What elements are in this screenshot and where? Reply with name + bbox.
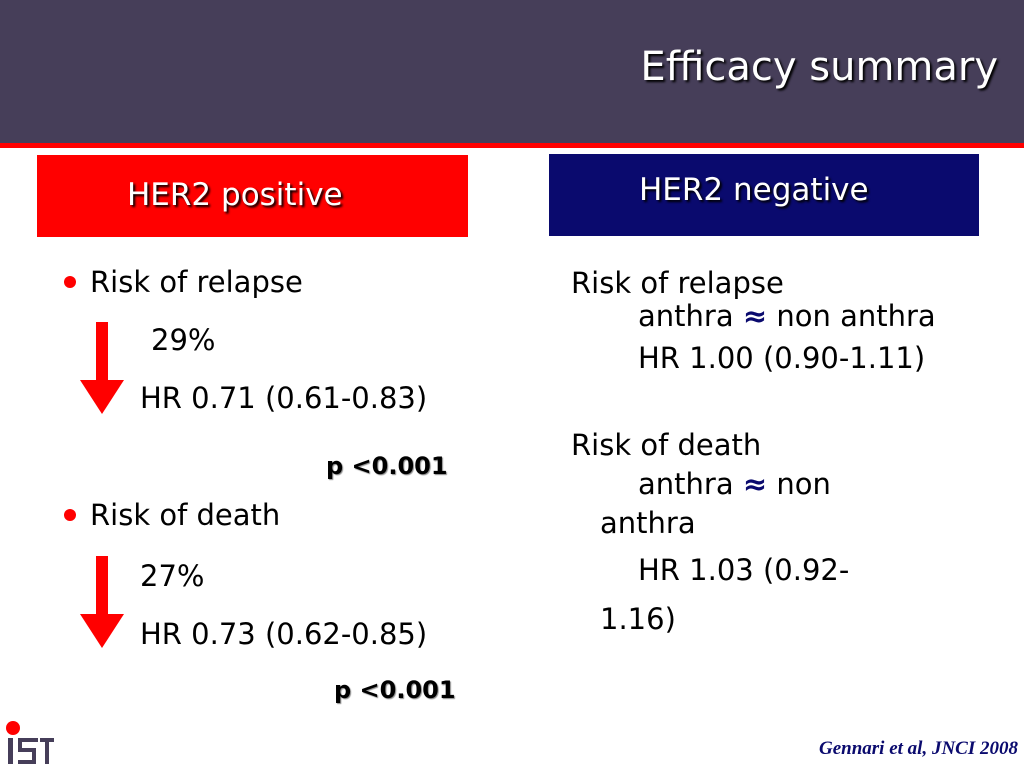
negative-relapse-comparison: anthra ≈ non anthra	[638, 302, 936, 331]
comparison-right: non anthra	[776, 299, 936, 333]
positive-death-label: Risk of death	[90, 498, 281, 532]
negative-death-hr-wrap: 1.16)	[600, 602, 676, 636]
positive-death-hr: HR 0.73 (0.62-0.85)	[140, 617, 428, 651]
positive-relapse-p-value: p <0.001	[326, 452, 448, 480]
her2-positive-heading-box: HER2 positive	[37, 155, 468, 237]
negative-relapse-hr: HR 1.00 (0.90-1.11)	[638, 341, 926, 375]
bullet-relapse	[64, 276, 76, 288]
her2-negative-heading: HER2 negative	[639, 172, 869, 208]
her2-positive-heading: HER2 positive	[127, 177, 343, 213]
arrow-down-icon	[80, 556, 124, 648]
citation: Gennari et al, JNCI 2008	[819, 738, 1018, 759]
negative-death-comparison: anthra ≈ non	[638, 470, 831, 499]
positive-death-p-value: p <0.001	[334, 676, 456, 704]
positive-relapse-reduction: 29%	[151, 323, 216, 357]
ist-logo	[6, 721, 54, 764]
negative-relapse-label: Risk of relapse	[571, 266, 784, 300]
approx-symbol: ≈	[742, 467, 768, 501]
bullet-death	[64, 509, 76, 521]
comparison-right: non	[776, 467, 831, 501]
negative-death-hr: HR 1.03 (0.92-	[638, 553, 850, 587]
her2-negative-heading-box: HER2 negative	[549, 154, 979, 236]
negative-death-comparison-wrap: anthra	[600, 506, 696, 540]
comparison-left: anthra	[638, 467, 734, 501]
positive-death-reduction: 27%	[140, 559, 205, 593]
title-divider	[0, 143, 1024, 148]
comparison-left: anthra	[638, 299, 734, 333]
approx-symbol: ≈	[742, 299, 768, 333]
negative-death-label: Risk of death	[571, 428, 762, 462]
arrow-down-icon	[80, 322, 124, 414]
positive-relapse-label: Risk of relapse	[90, 265, 303, 299]
slide-title: Efficacy summary	[640, 44, 998, 90]
positive-relapse-hr: HR 0.71 (0.61-0.83)	[140, 381, 428, 415]
title-bar: Efficacy summary	[0, 0, 1024, 143]
